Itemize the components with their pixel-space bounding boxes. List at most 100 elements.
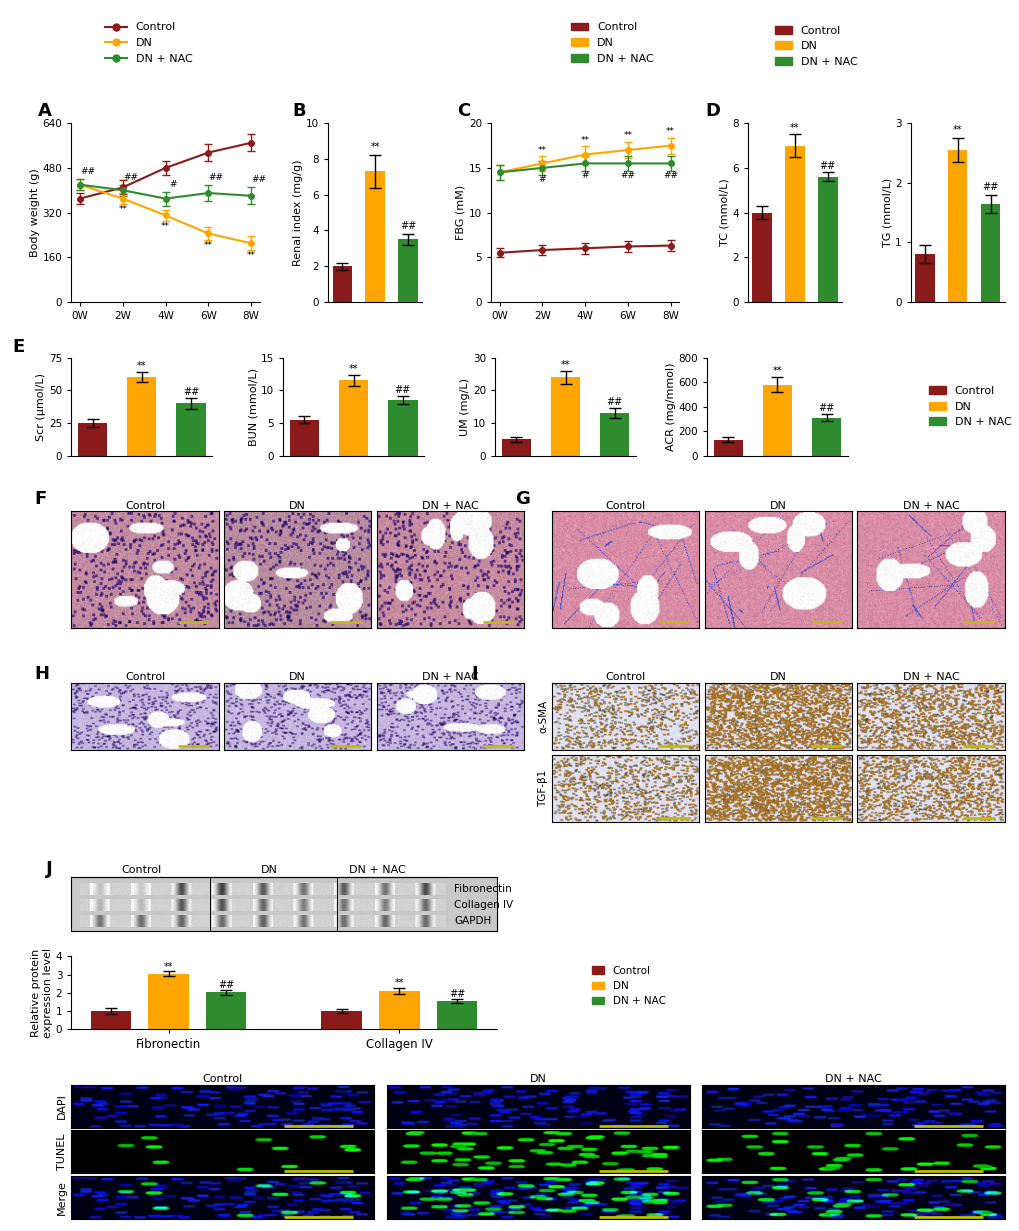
- Title: Control: Control: [605, 501, 645, 511]
- Text: I: I: [471, 665, 477, 683]
- Legend: Control, DN, DN + NAC: Control, DN, DN + NAC: [769, 21, 861, 71]
- Text: **: **: [580, 135, 589, 145]
- Title: DN + NAC: DN + NAC: [422, 501, 478, 511]
- Text: **: **: [537, 145, 546, 155]
- Title: DN: DN: [289, 672, 306, 682]
- Bar: [713, 439, 742, 455]
- Title: Control: Control: [125, 672, 165, 682]
- Title: DN + NAC: DN + NAC: [422, 672, 478, 682]
- Title: DN: DN: [529, 1073, 546, 1085]
- Y-axis label: Scr (μmol/L): Scr (μmol/L): [37, 373, 46, 441]
- Text: **: **: [164, 961, 173, 971]
- Text: ##: ##: [81, 167, 95, 176]
- Text: **: **: [137, 361, 147, 371]
- Y-axis label: FBG (mM): FBG (mM): [455, 185, 466, 240]
- Text: ##: ##: [394, 385, 411, 395]
- Text: **: **: [665, 127, 675, 135]
- Text: DN: DN: [261, 865, 277, 875]
- Text: #: #: [169, 180, 177, 188]
- Text: J: J: [46, 860, 53, 878]
- Text: **: **: [204, 241, 213, 250]
- Y-axis label: BUN (mmol/L): BUN (mmol/L): [248, 368, 258, 446]
- Title: DN + NAC: DN + NAC: [902, 672, 959, 682]
- Text: ##: ##: [981, 182, 998, 192]
- Bar: [379, 991, 419, 1029]
- Bar: [785, 145, 804, 302]
- Text: ##: ##: [123, 172, 138, 182]
- Legend: Control, DN, DN + NAC: Control, DN, DN + NAC: [100, 18, 197, 68]
- Text: **: **: [394, 979, 404, 988]
- Text: G: G: [515, 490, 530, 508]
- Bar: [398, 239, 418, 302]
- Y-axis label: Relative protein
expression level: Relative protein expression level: [32, 948, 53, 1038]
- Y-axis label: ACR (mg/mmol): ACR (mg/mmol): [665, 362, 675, 451]
- Legend: Control, DN, DN + NAC: Control, DN, DN + NAC: [924, 382, 1015, 432]
- Text: #: #: [581, 171, 588, 180]
- Title: DN: DN: [769, 501, 786, 511]
- Text: B: B: [292, 102, 306, 121]
- Y-axis label: TC (mmol/L): TC (mmol/L): [718, 178, 729, 246]
- Title: Control: Control: [203, 1073, 243, 1085]
- Y-axis label: DAPI: DAPI: [57, 1093, 67, 1119]
- Text: **: **: [623, 132, 632, 140]
- Bar: [947, 150, 967, 302]
- Text: GAPDH: GAPDH: [453, 916, 491, 927]
- Text: **: **: [370, 142, 380, 153]
- Bar: [321, 1011, 362, 1029]
- Bar: [332, 266, 352, 302]
- Bar: [77, 423, 107, 455]
- Bar: [550, 377, 580, 455]
- Y-axis label: TGF-β1: TGF-β1: [537, 769, 547, 808]
- Text: **: **: [952, 126, 962, 135]
- Y-axis label: Renal index (mg/g): Renal index (mg/g): [293, 159, 303, 266]
- Y-axis label: UM (mg/L): UM (mg/L): [460, 378, 470, 436]
- Text: ##: ##: [817, 403, 834, 414]
- Bar: [206, 992, 247, 1029]
- Bar: [817, 177, 837, 302]
- Text: **: **: [348, 364, 358, 374]
- Bar: [501, 439, 531, 455]
- Text: ##: ##: [218, 980, 234, 990]
- Text: Collagen IV: Collagen IV: [453, 900, 513, 910]
- Text: #: #: [538, 175, 545, 185]
- Text: Control: Control: [121, 865, 161, 875]
- Text: DN + NAC: DN + NAC: [348, 865, 406, 875]
- Text: **: **: [247, 251, 256, 260]
- Bar: [387, 400, 417, 455]
- Bar: [91, 1011, 131, 1029]
- Bar: [811, 417, 841, 455]
- Bar: [148, 974, 189, 1029]
- Text: ##: ##: [251, 175, 266, 185]
- Title: DN + NAC: DN + NAC: [824, 1073, 880, 1085]
- Legend: Control, DN, DN + NAC: Control, DN, DN + NAC: [567, 18, 657, 68]
- Text: ##: ##: [606, 398, 623, 407]
- Bar: [365, 171, 385, 302]
- Text: F: F: [35, 490, 47, 508]
- Bar: [914, 255, 933, 302]
- Text: C: C: [457, 102, 470, 121]
- Title: DN + NAC: DN + NAC: [902, 501, 959, 511]
- Text: ##: ##: [662, 171, 678, 180]
- Text: ##: ##: [819, 161, 836, 171]
- Text: Fibronectin: Fibronectin: [453, 884, 512, 894]
- Y-axis label: Body weight (g): Body weight (g): [30, 169, 40, 257]
- Text: E: E: [12, 337, 24, 356]
- Text: ##: ##: [448, 988, 465, 998]
- Text: ##: ##: [182, 388, 199, 398]
- Bar: [289, 420, 319, 455]
- Y-axis label: TUNEL: TUNEL: [57, 1134, 67, 1169]
- Bar: [599, 414, 629, 455]
- Y-axis label: α-SMA: α-SMA: [537, 700, 547, 734]
- Text: **: **: [560, 359, 570, 369]
- Text: ##: ##: [399, 220, 416, 230]
- Text: H: H: [35, 665, 50, 683]
- Text: **: **: [118, 206, 127, 214]
- Title: Control: Control: [605, 672, 645, 682]
- Text: ##: ##: [620, 171, 635, 180]
- Title: DN: DN: [289, 501, 306, 511]
- Bar: [176, 404, 206, 455]
- Bar: [751, 213, 771, 302]
- Text: **: **: [772, 366, 782, 377]
- Bar: [338, 380, 368, 455]
- Bar: [126, 377, 156, 455]
